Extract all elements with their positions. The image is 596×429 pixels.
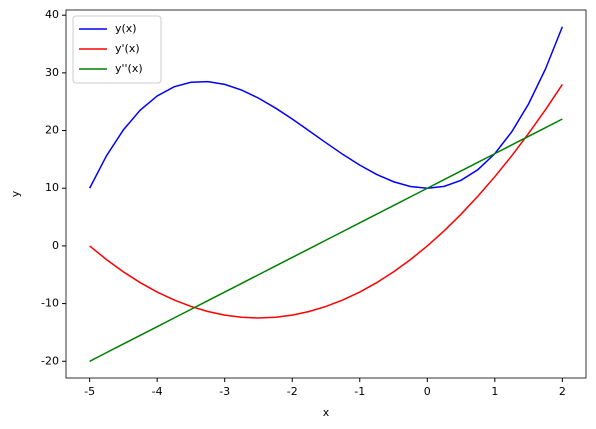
plot-frame [65, 9, 587, 379]
y-tick-label: 20 [45, 124, 59, 137]
x-axis-label: x [323, 406, 330, 419]
y-tick-label: 0 [52, 239, 59, 252]
y-tick-label: 10 [45, 181, 59, 194]
y-tick-label: -20 [41, 354, 59, 367]
line-series [89, 118, 563, 362]
legend-label: y''(x) [115, 62, 143, 75]
x-tick-label: -5 [84, 385, 95, 398]
legend-label: y'(x) [115, 42, 140, 55]
line-series [88, 26, 564, 189]
line-series [89, 83, 563, 319]
x-tick-label: -1 [354, 385, 365, 398]
x-tick-label: -2 [287, 385, 298, 398]
y-tick-label: 30 [45, 66, 59, 79]
legend-box [72, 15, 162, 84]
y-tick-label: -10 [41, 297, 59, 310]
x-tick-label: -4 [152, 385, 163, 398]
x-tick-label: 0 [424, 385, 431, 398]
y-axis-label: y [9, 190, 22, 197]
legend-label: y(x) [115, 22, 137, 35]
x-tick-label: 1 [491, 385, 498, 398]
y-tick-label: 40 [45, 8, 59, 21]
x-tick-label: 2 [559, 385, 566, 398]
x-tick-label: -3 [219, 385, 230, 398]
